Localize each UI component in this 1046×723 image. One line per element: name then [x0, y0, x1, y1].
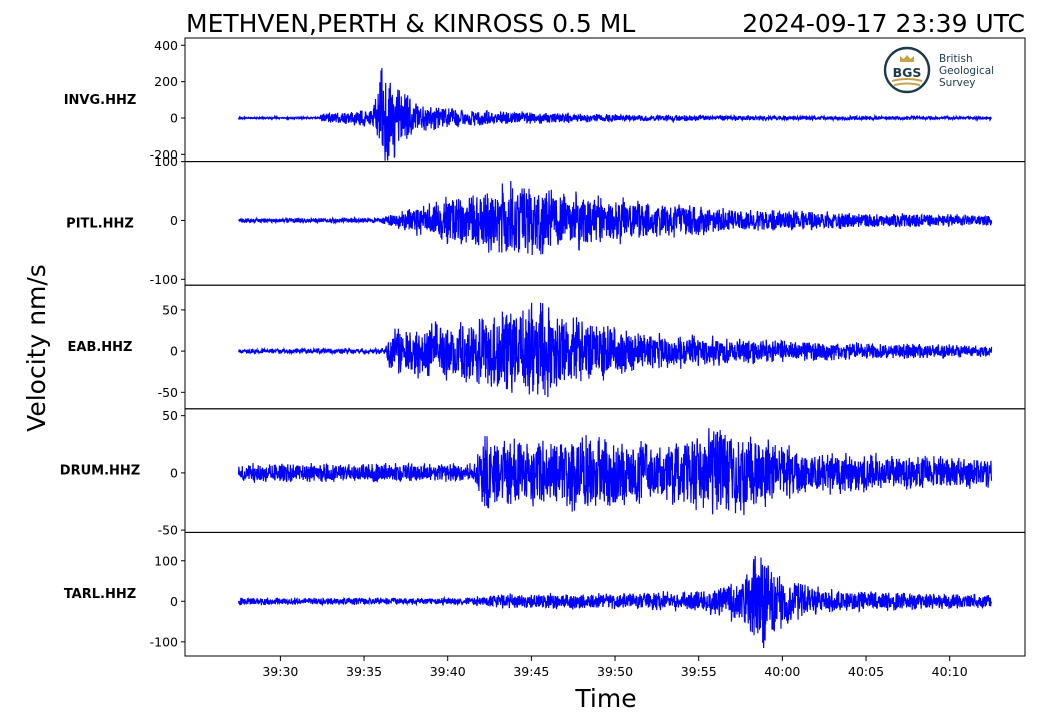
y-tick-label: 0	[170, 344, 178, 359]
station-label-invg: INVG.HHZ	[64, 93, 137, 108]
y-tick-label: 200	[154, 74, 178, 89]
station-label-pitl: PITL.HHZ	[66, 216, 134, 231]
bgs-logo-mark: BGS	[893, 65, 922, 80]
y-tick-label: 100	[154, 154, 178, 169]
traces-group	[237, 67, 993, 649]
landscape-stripes-icon	[891, 78, 923, 86]
axes-group: 400 200 0 -200 INVG.HHZ 100 0 -100 PITL.HHZ 50 0 -5…	[60, 37, 1026, 679]
trace-drum	[237, 428, 993, 516]
crown-icon	[900, 55, 914, 62]
logo-line-geological: Geological	[939, 65, 994, 77]
trace-eab	[238, 302, 993, 398]
y-tick-label: 400	[154, 38, 178, 53]
y-tick-label: 0	[170, 465, 178, 480]
y-tick-label: -100	[150, 272, 178, 287]
station-label-tarl: TARL.HHZ	[64, 587, 136, 602]
station-label-eab: EAB.HHZ	[68, 340, 133, 355]
logo-line-survey: Survey	[939, 77, 976, 89]
x-tick-label: 39:45	[513, 664, 549, 679]
x-tick-label: 39:50	[597, 664, 633, 679]
y-tick-label: -50	[158, 523, 178, 538]
y-tick-label: 50	[162, 408, 178, 423]
trace-tarl	[237, 556, 993, 649]
y-tick-label: 100	[154, 553, 178, 568]
trace-invg	[237, 67, 993, 161]
y-tick-label: -200	[150, 147, 178, 162]
x-tick-label: 40:10	[932, 664, 968, 679]
x-tick-label: 40:00	[764, 664, 800, 679]
x-tick-label: 39:55	[681, 664, 717, 679]
bgs-logo: BGS British Geological Survey	[883, 46, 994, 94]
y-tick-label: 50	[162, 302, 178, 317]
chart-datetime: 2024-09-17 23:39 UTC	[742, 9, 1025, 38]
x-axis-label: Time	[574, 684, 636, 713]
y-tick-label: -100	[150, 634, 178, 649]
y-tick-label: -50	[158, 385, 178, 400]
x-tick-label: 40:05	[848, 664, 884, 679]
trace-pitl	[238, 181, 993, 255]
station-label-drum: DRUM.HHZ	[60, 464, 140, 479]
x-tick-label: 39:35	[346, 664, 382, 679]
y-tick-label: 0	[170, 110, 178, 125]
panel-frame-tarl	[184, 531, 1026, 657]
bgs-logo-ring	[883, 46, 931, 94]
y-tick-label: 0	[170, 213, 178, 228]
y-tick-label: 0	[170, 594, 178, 609]
x-tick-label: 39:40	[430, 664, 466, 679]
chart-title: METHVEN,PERTH & KINROSS 0.5 ML	[186, 9, 635, 38]
y-axis-label: Velocity nm/s	[22, 264, 51, 432]
logo-line-british: British	[939, 53, 973, 65]
panel-frame-invg	[184, 37, 1026, 163]
x-tick-label: 39:30	[262, 664, 298, 679]
